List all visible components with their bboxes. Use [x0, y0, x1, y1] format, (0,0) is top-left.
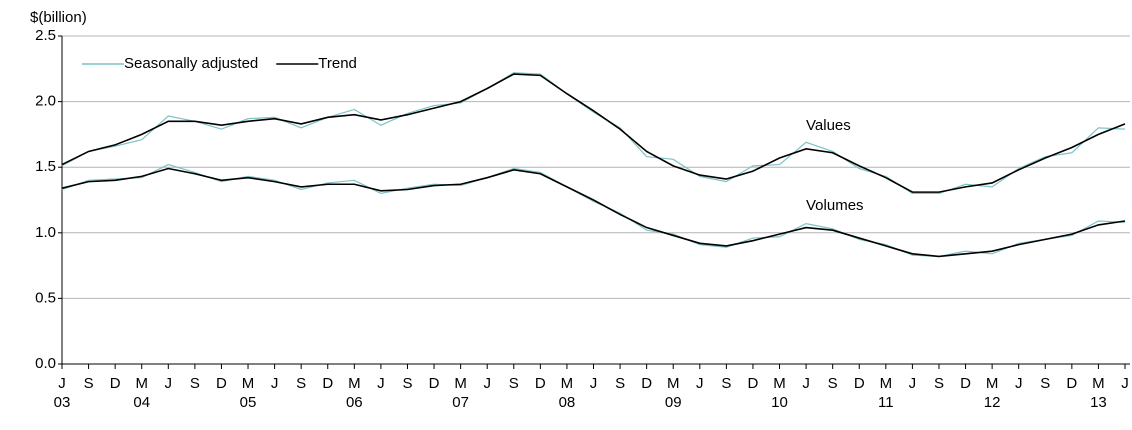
x-tick-label: J: [165, 375, 173, 392]
x-tick-label: S: [402, 375, 412, 392]
x-year-label: 03: [54, 394, 71, 411]
x-tick-label: S: [828, 375, 838, 392]
x-tick-label: M: [242, 375, 255, 392]
x-tick-label: D: [1066, 375, 1077, 392]
x-year-label: 10: [771, 394, 788, 411]
x-tick-label: J: [590, 375, 598, 392]
x-tick-label: D: [854, 375, 865, 392]
x-tick-label: D: [748, 375, 759, 392]
x-tick-label: S: [190, 375, 200, 392]
x-tick-label: D: [216, 375, 227, 392]
x-tick-label: S: [721, 375, 731, 392]
x-tick-label: S: [1040, 375, 1050, 392]
x-year-label: 05: [240, 394, 257, 411]
x-tick-label: M: [986, 375, 999, 392]
x-tick-label: S: [84, 375, 94, 392]
annotation: Volumes: [806, 197, 864, 214]
x-tick-label: D: [960, 375, 971, 392]
legend-label: Seasonally adjusted: [124, 55, 258, 72]
x-tick-label: J: [483, 375, 491, 392]
x-tick-label: D: [641, 375, 652, 392]
x-tick-label: D: [535, 375, 546, 392]
x-tick-label: M: [561, 375, 574, 392]
y-axis-label: $(billion): [30, 9, 87, 26]
legend-label: Trend: [318, 55, 357, 72]
x-tick-label: M: [454, 375, 467, 392]
y-tick-label: 2.5: [35, 27, 56, 44]
x-tick-label: D: [429, 375, 440, 392]
y-tick-label: 1.5: [35, 158, 56, 175]
x-tick-label: S: [509, 375, 519, 392]
series-line: [61, 163, 1126, 258]
x-tick-label: M: [348, 375, 361, 392]
x-tick-label: J: [271, 375, 279, 392]
series-line: [61, 72, 1126, 195]
x-tick-label: M: [667, 375, 680, 392]
x-year-label: 13: [1090, 394, 1107, 411]
x-tick-label: D: [322, 375, 333, 392]
x-tick-label: M: [1092, 375, 1105, 392]
x-year-label: 11: [878, 394, 894, 411]
y-tick-label: 2.0: [35, 93, 56, 110]
x-tick-label: D: [110, 375, 121, 392]
x-tick-label: J: [802, 375, 810, 392]
y-tick-label: 1.0: [35, 224, 56, 241]
y-tick-label: 0.0: [35, 355, 56, 372]
x-tick-label: J: [58, 375, 66, 392]
x-year-label: 06: [346, 394, 363, 411]
x-tick-label: J: [377, 375, 385, 392]
y-tick-label: 0.5: [35, 289, 56, 306]
x-year-label: 04: [133, 394, 150, 411]
annotation: Values: [806, 117, 851, 134]
x-tick-label: S: [296, 375, 306, 392]
x-tick-label: S: [934, 375, 944, 392]
x-year-label: 09: [665, 394, 682, 411]
x-tick-label: J: [909, 375, 917, 392]
series-line: [61, 73, 1126, 193]
series-line: [61, 167, 1126, 258]
x-year-label: 08: [559, 394, 576, 411]
x-tick-label: M: [135, 375, 148, 392]
x-tick-label: M: [773, 375, 786, 392]
x-tick-label: J: [1121, 375, 1129, 392]
x-year-label: 07: [452, 394, 469, 411]
x-year-label: 12: [984, 394, 1001, 411]
x-tick-label: J: [1015, 375, 1023, 392]
x-tick-label: S: [615, 375, 625, 392]
x-tick-label: M: [880, 375, 893, 392]
x-tick-label: J: [696, 375, 704, 392]
